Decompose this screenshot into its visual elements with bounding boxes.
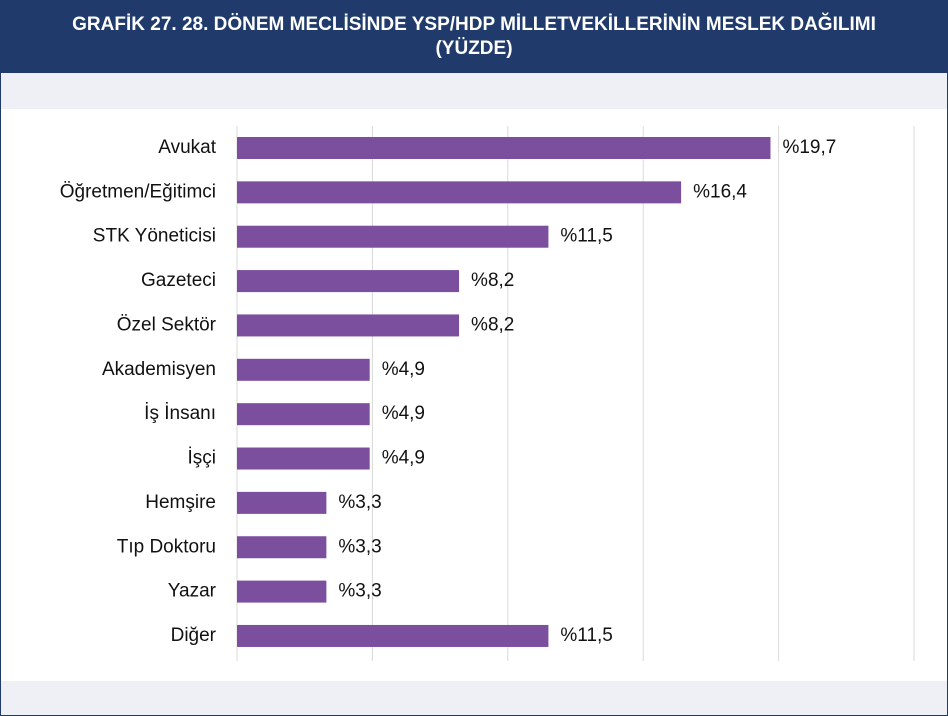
- data-label: %11,5: [560, 625, 612, 646]
- bar: [237, 447, 370, 470]
- data-label: %16,4: [693, 181, 747, 202]
- bar: [237, 580, 327, 603]
- data-label: %4,9: [382, 403, 425, 424]
- data-label: %3,3: [338, 581, 381, 602]
- chart: Avukat %19,7 Öğretmen/Eğitimci %16,4 STK Yön…: [60, 126, 915, 661]
- plot-panel: Avukat %19,7 Öğretmen/Eğitimci %16,4 STK Yön…: [1, 109, 947, 681]
- y-tick-label: Diğer: [171, 625, 217, 646]
- bar: [237, 624, 549, 647]
- bar: [237, 181, 682, 204]
- y-tick-label: STK Yöneticisi: [93, 226, 216, 247]
- data-label: %19,7: [782, 137, 836, 158]
- data-label: %4,9: [382, 448, 425, 469]
- data-label: %3,3: [338, 536, 381, 557]
- y-tick-label: Akademisyen: [102, 359, 216, 380]
- data-label: %3,3: [338, 492, 381, 513]
- chart-title: GRAFİK 27. 28. DÖNEM MECLİSİNDE YSP/HDP …: [72, 14, 876, 59]
- y-tick-label: Hemşire: [145, 492, 216, 513]
- data-label: %8,2: [471, 314, 514, 335]
- bar: [237, 225, 549, 248]
- bar: [237, 403, 370, 426]
- y-tick-label: İşçi: [188, 448, 217, 469]
- bar: [237, 137, 771, 159]
- y-tick-label: Gazeteci: [141, 270, 216, 291]
- data-label: %11,5: [560, 226, 612, 247]
- y-tick-label: İş İnsanı: [144, 403, 216, 424]
- y-tick-label: Öğretmen/Eğitimci: [60, 181, 216, 202]
- bar: [237, 314, 460, 337]
- y-tick-label: Yazar: [168, 581, 217, 602]
- data-label: %8,2: [471, 270, 514, 291]
- y-tick-label: Tıp Doktoru: [117, 536, 216, 557]
- y-tick-label: Avukat: [158, 137, 216, 158]
- bar: [237, 358, 370, 381]
- bar: [237, 491, 327, 514]
- header: GRAFİK 27. 28. DÖNEM MECLİSİNDE YSP/HDP …: [1, 1, 947, 73]
- bar: [237, 270, 460, 293]
- data-label: %4,9: [382, 359, 425, 380]
- bar: [237, 536, 327, 559]
- y-tick-label: Özel Sektör: [117, 314, 217, 335]
